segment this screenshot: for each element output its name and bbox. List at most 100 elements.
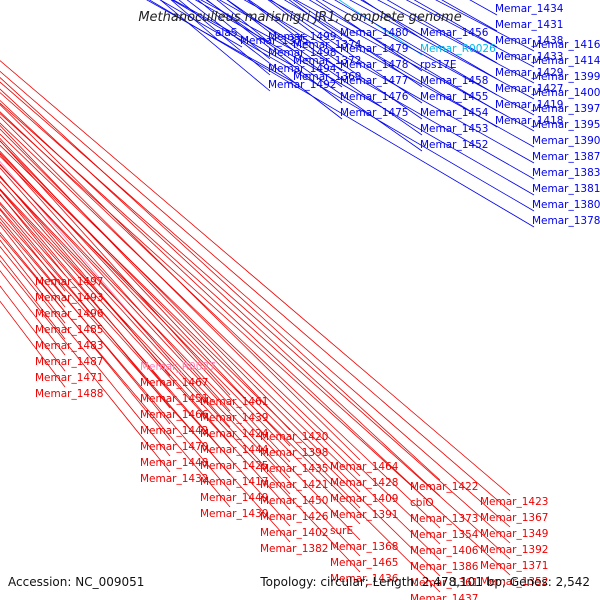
reverse-connector-50	[0, 81, 511, 528]
forward-gene-label-42: Memar_1369	[293, 71, 361, 83]
forward-gene-label-14: Memar_1458	[420, 75, 488, 87]
forward-gene-label-9: Memar_1476	[340, 91, 409, 103]
forward-gene-label-26: Memar_1418	[495, 115, 563, 127]
reverse-gene-label-5: Memar_1487	[35, 356, 103, 368]
reverse-gene-label-13: Memar_1470	[140, 441, 208, 453]
forward-gene-label-23: Memar_1429	[495, 67, 563, 79]
reverse-connector-17	[0, 153, 231, 412]
reverse-gene-label-36: surE	[330, 525, 353, 537]
reverse-connector-27	[0, 163, 291, 479]
forward-gene-label-7: Memar_1478	[340, 59, 408, 71]
forward-gene-label-1: Memar_1499	[268, 31, 336, 43]
forward-gene-label-17: Memar_1453	[420, 123, 488, 135]
reverse-gene-label-25: Memar_1398	[260, 447, 328, 459]
reverse-gene-label-2: Memar_1496	[35, 308, 104, 320]
reverse-gene-label-28: Memar_1450	[260, 495, 328, 507]
forward-gene-label-21: Memar_1438	[495, 35, 563, 47]
forward-connector-36	[194, 0, 535, 196]
reverse-gene-label-23: Memar_1430	[200, 508, 268, 520]
forward-gene-label-10: Memar_1475	[340, 107, 408, 119]
forward-connector-32	[295, 0, 535, 132]
reverse-gene-label-39: Memar_1436	[330, 573, 399, 585]
forward-connector-38	[148, 0, 535, 228]
reverse-connector-46	[0, 144, 441, 577]
reverse-gene-label-47: Memar_1437	[410, 593, 478, 600]
reverse-connector-23	[0, 234, 231, 508]
reverse-connector-18	[0, 167, 231, 428]
genome-summary-text: Topology: circular; Length: 2,478,101 bp…	[260, 575, 590, 589]
forward-gene-label-4: Memar_1492	[268, 79, 336, 91]
reverse-gene-label-22: Memar_1449	[200, 492, 268, 504]
reverse-connector-53	[0, 113, 511, 576]
reverse-gene-label-49: Memar_1367	[480, 512, 548, 524]
reverse-connector-41	[0, 88, 441, 497]
reverse-gene-label-11: Memar_1466	[140, 409, 209, 421]
forward-gene-label-27: Memar_1416	[532, 39, 600, 51]
reverse-connector-30	[0, 201, 291, 527]
reverse-gene-label-27: Memar_1421	[260, 479, 328, 491]
reverse-gene-label-21: Memar_1417	[200, 476, 268, 488]
reverse-connector-20	[0, 194, 231, 460]
forward-gene-label-22: Memar_1433	[495, 51, 563, 63]
forward-gene-label-33: Memar_1390	[532, 135, 600, 147]
reverse-gene-label-3: Memar_1485	[35, 324, 103, 336]
forward-gene-label-16: Memar_1454	[420, 107, 489, 119]
reverse-gene-label-24: Memar_1420	[260, 431, 328, 443]
reverse-connector-36	[0, 152, 361, 525]
reverse-connector-35	[0, 140, 361, 509]
reverse-connector-34	[0, 128, 361, 493]
reverse-gene-label-41: cbiO	[410, 497, 434, 509]
forward-gene-label-41: Memar_1372	[293, 55, 361, 67]
label-line-layer	[0, 0, 535, 593]
reverse-gene-label-7: Memar_1488	[35, 388, 103, 400]
reverse-gene-label-18: Memar_1424	[200, 428, 269, 440]
reverse-connector-16	[0, 140, 231, 396]
forward-gene-label-0: alaS	[215, 27, 238, 39]
reverse-gene-label-45: Memar_1386	[410, 561, 479, 573]
reverse-gene-label-14: Memar_1448	[140, 457, 208, 469]
reverse-gene-label-46: Memar_1361	[410, 577, 478, 589]
reverse-gene-label-8: Memar_R0027	[140, 361, 216, 373]
reverse-gene-label-29: Memar_1426	[260, 511, 329, 523]
reverse-connector-26	[0, 150, 291, 463]
forward-gene-label-12: Memar_R0026	[420, 43, 496, 55]
reverse-gene-label-34: Memar_1409	[330, 493, 398, 505]
reverse-gene-label-15: Memar_1432	[140, 473, 208, 485]
reverse-gene-label-12: Memar_1442	[140, 425, 208, 437]
forward-gene-label-34: Memar_1387	[532, 151, 600, 163]
reverse-gene-label-44: Memar_1406	[410, 545, 479, 557]
reverse-gene-label-43: Memar_1354	[410, 529, 479, 541]
reverse-connector-4	[0, 254, 66, 340]
forward-gene-label-30: Memar_1400	[532, 87, 600, 99]
forward-gene-label-35: Memar_1383	[532, 167, 600, 179]
reverse-gene-label-17: Memar_1439	[200, 412, 268, 424]
reverse-gene-label-10: Memar_1451	[140, 393, 208, 405]
forward-gene-label-31: Memar_1397	[532, 103, 600, 115]
forward-connector-34	[243, 0, 535, 164]
reverse-gene-label-20: Memar_1425	[200, 460, 268, 472]
reverse-connector-44	[0, 122, 441, 545]
reverse-gene-label-51: Memar_1392	[480, 544, 548, 556]
reverse-connector-33	[0, 116, 361, 477]
reverse-connector-21	[0, 207, 231, 476]
reverse-gene-label-31: Memar_1382	[260, 543, 328, 555]
reverse-gene-label-30: Memar_1402	[260, 527, 328, 539]
reverse-connector-49	[0, 70, 511, 512]
reverse-gene-label-16: Memar_1461	[200, 396, 268, 408]
reverse-gene-label-26: Memar_1435	[260, 463, 328, 475]
forward-gene-label-5: Memar_1480	[340, 27, 408, 39]
map-title: Methanoculleus marisnigri JR1, complete …	[138, 10, 462, 25]
reverse-gene-label-48: Memar_1423	[480, 496, 548, 508]
forward-gene-label-15: Memar_1455	[420, 91, 488, 103]
forward-gene-label-24: Memar_1427	[495, 83, 563, 95]
reverse-connector-39	[0, 188, 361, 573]
forward-gene-label-28: Memar_1414	[532, 55, 600, 67]
reverse-gene-label-38: Memar_1465	[330, 557, 398, 569]
forward-gene-label-3: Memar_1494	[268, 63, 337, 75]
forward-gene-label-11: Memar_1456	[420, 27, 489, 39]
reverse-connector-40	[0, 77, 441, 481]
reverse-gene-label-40: Memar_1422	[410, 481, 478, 493]
reverse-connector-22	[0, 221, 231, 492]
forward-connector-33	[269, 0, 535, 148]
